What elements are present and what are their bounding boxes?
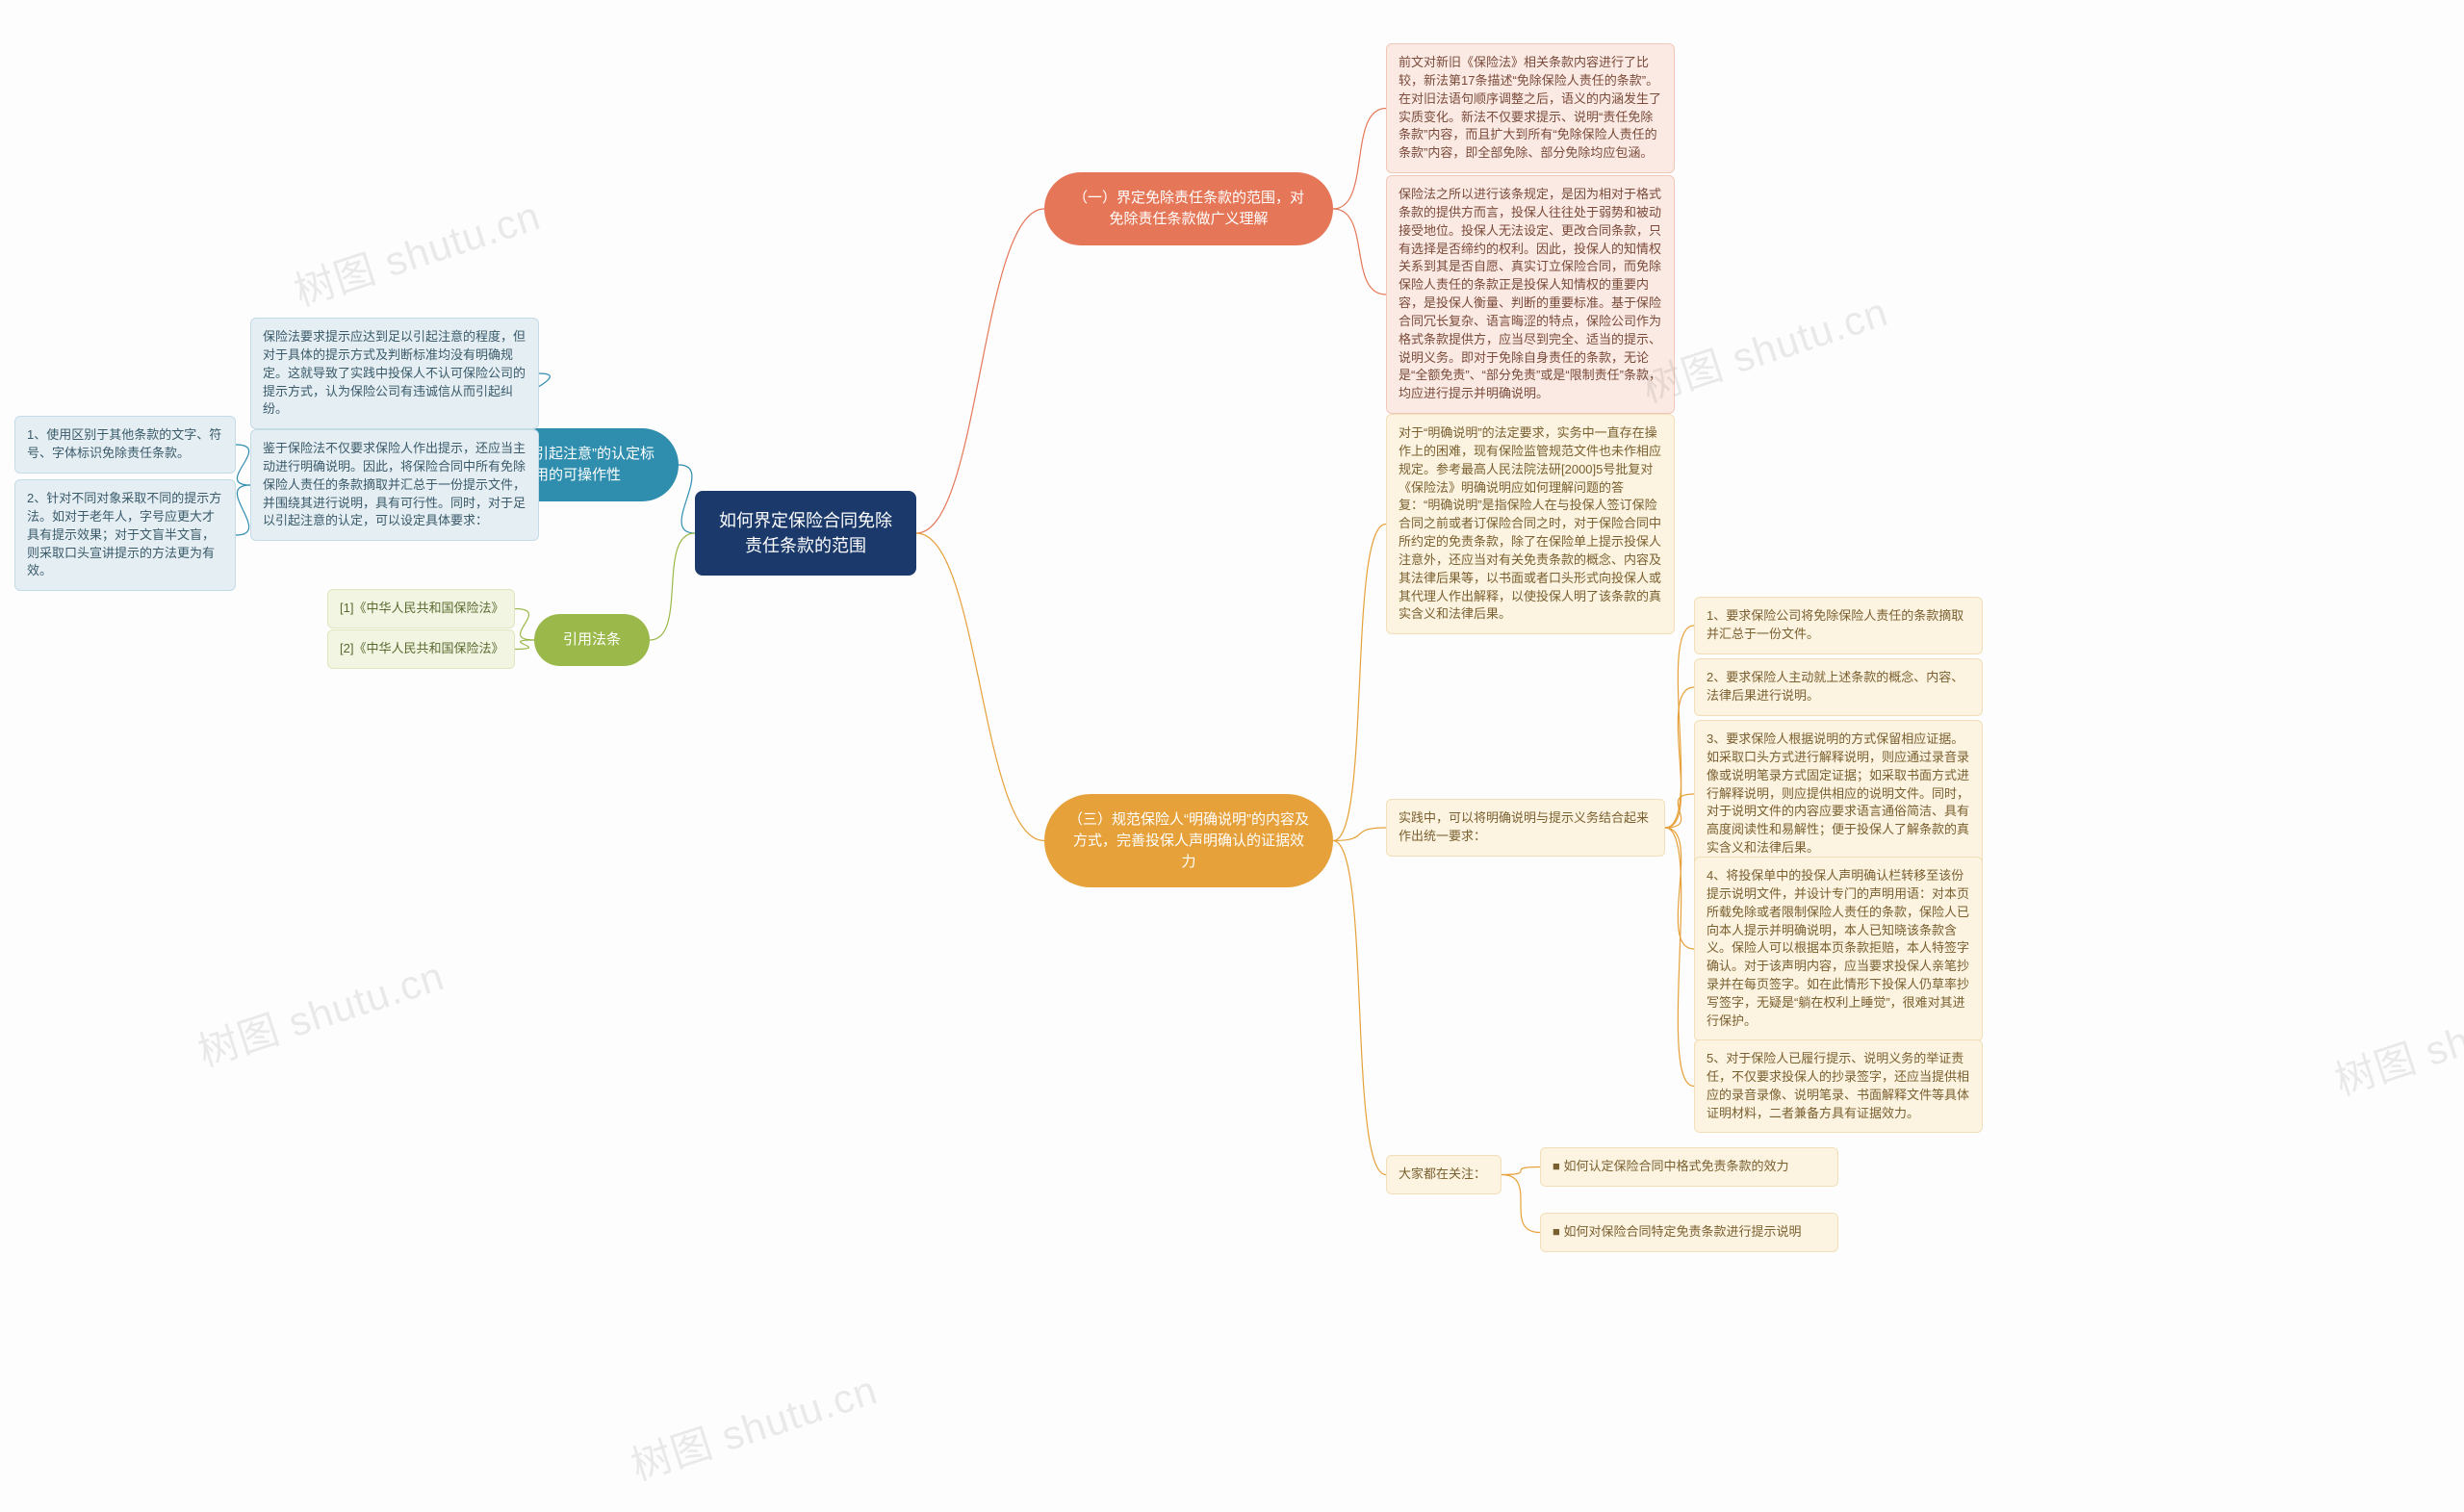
node-text: 2、针对不同对象采取不同的提示方法。如对于老年人，字号应更大才具有提示效果；对于… xyxy=(27,490,223,580)
node-root: 如何界定保险合同免除责任条款的范围 xyxy=(695,491,916,576)
node-b2_l2b: 2、针对不同对象采取不同的提示方法。如对于老年人，字号应更大才具有提示效果；对于… xyxy=(14,479,236,591)
edge xyxy=(1665,794,1694,828)
edge xyxy=(1665,828,1694,1087)
node-text: 前文对新旧《保险法》相关条款内容进行了比较，新法第17条描述“免除保险人责任的条… xyxy=(1399,54,1662,163)
node-b3_l3b: ■ 如何对保险合同特定免责条款进行提示说明 xyxy=(1540,1213,1838,1252)
node-b4_l1: [1]《中华人民共和国保险法》 xyxy=(327,589,515,628)
edge xyxy=(916,533,1044,841)
node-text: 5、对于保险人已履行提示、说明义务的举证责任，不仅要求投保人的抄录签字，还应当提… xyxy=(1707,1050,1970,1122)
node-text: 保险法之所以进行该条规定，是因为相对于格式条款的提供方而言，投保人往往处于弱势和… xyxy=(1399,186,1662,403)
node-b1_l2: 保险法之所以进行该条规定，是因为相对于格式条款的提供方而言，投保人往往处于弱势和… xyxy=(1386,175,1675,414)
edge xyxy=(1502,1167,1540,1175)
edge xyxy=(916,209,1044,533)
node-text: （三）规范保险人“明确说明”的内容及方式，完善投保人声明确认的证据效力 xyxy=(1067,809,1310,872)
node-text: 对于“明确说明”的法定要求，实务中一直存在操作上的困难，现有保险监管规范文件也未… xyxy=(1399,424,1662,624)
node-text: 引用法条 xyxy=(557,629,627,651)
edge xyxy=(236,485,250,535)
node-text: 1、使用区别于其他条款的文字、符号、字体标识免除责任条款。 xyxy=(27,426,223,463)
node-text: 鉴于保险法不仅要求保险人作出提示，还应当主动进行明确说明。因此，将保险合同中所有… xyxy=(263,440,526,530)
node-b3_l3a: ■ 如何认定保险合同中格式免责条款的效力 xyxy=(1540,1147,1838,1187)
node-b4: 引用法条 xyxy=(534,614,650,666)
edge xyxy=(236,445,250,485)
node-b2_l1: 保险法要求提示应达到足以引起注意的程度，但对于具体的提示方式及判断标准均没有明确… xyxy=(250,318,539,429)
node-b3_l1: 对于“明确说明”的法定要求，实务中一直存在操作上的困难，现有保险监管规范文件也未… xyxy=(1386,414,1675,634)
edge xyxy=(1665,828,1694,949)
node-b3_l2c: 3、要求保险人根据说明的方式保留相应证据。如采取口头方式进行解释说明，则应通过录… xyxy=(1694,720,1983,868)
edge xyxy=(515,640,534,650)
node-text: 4、将投保单中的投保人声明确认栏转移至该份提示说明文件，并设计专门的声明用语：对… xyxy=(1707,867,1970,1031)
node-b3_l2e: 5、对于保险人已履行提示、说明义务的举证责任，不仅要求投保人的抄录签字，还应当提… xyxy=(1694,1039,1983,1133)
edge xyxy=(1333,525,1386,841)
node-b4_l2: [2]《中华人民共和国保险法》 xyxy=(327,629,515,669)
node-text: 3、要求保险人根据说明的方式保留相应证据。如采取口头方式进行解释说明，则应通过录… xyxy=(1707,730,1970,858)
node-b3_l2: 实践中，可以将明确说明与提示义务结合起来作出统一要求： xyxy=(1386,799,1665,857)
node-b1_l1: 前文对新旧《保险法》相关条款内容进行了比较，新法第17条描述“免除保险人责任的条… xyxy=(1386,43,1675,173)
edge xyxy=(515,609,534,641)
node-text: 2、要求保险人主动就上述条款的概念、内容、法律后果进行说明。 xyxy=(1707,669,1970,705)
node-text: 实践中，可以将明确说明与提示义务结合起来作出统一要求： xyxy=(1399,809,1653,846)
node-text: [2]《中华人民共和国保险法》 xyxy=(340,640,502,658)
node-b2_l2a: 1、使用区别于其他条款的文字、符号、字体标识免除责任条款。 xyxy=(14,416,236,474)
node-b3: （三）规范保险人“明确说明”的内容及方式，完善投保人声明确认的证据效力 xyxy=(1044,794,1333,887)
edge xyxy=(650,533,695,640)
node-b1: （一）界定免除责任条款的范围，对免除责任条款做广义理解 xyxy=(1044,172,1333,245)
node-text: （一）界定免除责任条款的范围，对免除责任条款做广义理解 xyxy=(1067,188,1310,230)
node-b3_l3: 大家都在关注： xyxy=(1386,1155,1502,1194)
edge xyxy=(679,465,695,533)
node-text: ■ 如何认定保险合同中格式免责条款的效力 xyxy=(1553,1158,1826,1176)
edge xyxy=(1333,209,1386,295)
node-text: 1、要求保险公司将免除保险人责任的条款摘取并汇总于一份文件。 xyxy=(1707,607,1970,644)
node-text: 大家都在关注： xyxy=(1399,1166,1489,1184)
edge xyxy=(1333,841,1386,1175)
edge xyxy=(1333,109,1386,210)
node-text: 如何界定保险合同免除责任条款的范围 xyxy=(714,508,897,558)
node-b3_l2a: 1、要求保险公司将免除保险人责任的条款摘取并汇总于一份文件。 xyxy=(1694,597,1983,654)
node-text: 保险法要求提示应达到足以引起注意的程度，但对于具体的提示方式及判断标准均没有明确… xyxy=(263,328,526,419)
node-b2_l2: 鉴于保险法不仅要求保险人作出提示，还应当主动进行明确说明。因此，将保险合同中所有… xyxy=(250,429,539,541)
node-b3_l2b: 2、要求保险人主动就上述条款的概念、内容、法律后果进行说明。 xyxy=(1694,658,1983,716)
edge xyxy=(1502,1175,1540,1233)
node-b3_l2d: 4、将投保单中的投保人声明确认栏转移至该份提示说明文件，并设计专门的声明用语：对… xyxy=(1694,857,1983,1041)
node-text: ■ 如何对保险合同特定免责条款进行提示说明 xyxy=(1553,1223,1826,1242)
node-text: [1]《中华人民共和国保险法》 xyxy=(340,600,502,618)
